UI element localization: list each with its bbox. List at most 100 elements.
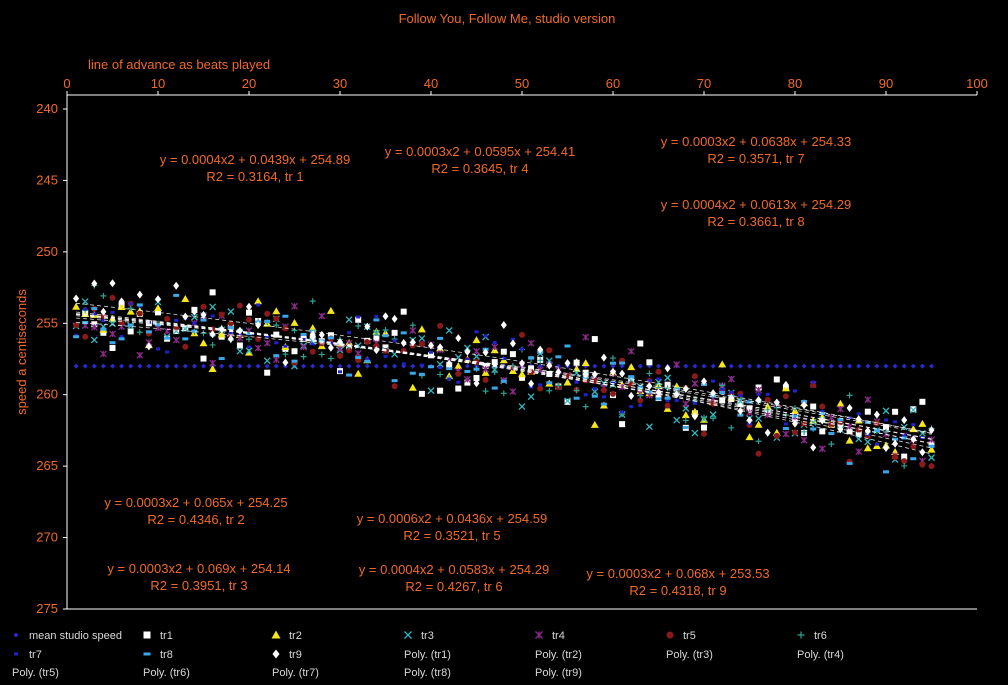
data-point [382,344,389,351]
legend-marker [14,652,18,656]
data-point [173,293,180,297]
data-point [884,418,888,422]
legend-label: Poly. (tr3) [666,649,713,661]
data-point [109,330,116,338]
legend-marker [535,631,543,639]
data-point [419,363,424,367]
data-point [646,370,653,377]
data-point [765,363,771,369]
data-point [737,400,744,407]
data-point [581,359,590,367]
data-point [500,320,507,329]
data-point [356,315,361,319]
data-point [355,316,362,323]
data-point [227,326,234,330]
data-point [600,402,607,406]
legend-marker [271,630,281,639]
data-point [227,320,234,327]
data-point [345,316,353,324]
data-point [464,363,470,369]
data-point [528,356,535,360]
data-point [437,322,444,329]
data-point [538,383,543,387]
data-point [509,388,517,396]
data-point [128,363,134,369]
data-point [755,386,763,394]
data-point [628,375,635,379]
data-point [236,347,244,355]
legend-item: Poly. (tr7) [272,667,319,679]
data-point [500,390,507,397]
data-point [154,304,162,312]
data-point [408,383,417,391]
data-point [864,408,871,415]
data-point [201,363,206,369]
data-point [181,295,190,303]
data-point [673,361,681,369]
data-point [73,335,80,339]
data-point [864,396,872,404]
legend-label: Poly. (tr9) [535,667,582,679]
data-point [656,363,661,369]
data-point [200,355,207,362]
data-point [910,363,916,369]
data-point [218,311,225,318]
data-point [783,363,789,369]
data-point [373,318,380,322]
data-point [364,322,371,331]
data-point [365,357,370,361]
data-point [109,279,116,288]
trendline-tr7 [76,314,932,440]
data-point [646,382,653,391]
x-axis-label: line of advance as beats played [88,57,270,72]
data-point [109,341,116,345]
data-point [438,366,443,370]
axes: 0 10 20 30 40 50 60 70 80 90 100 240 245 250 255 260 265… [36,76,988,616]
data-point [537,385,544,392]
data-point [327,343,334,352]
data-point [638,403,643,407]
data-point [783,422,788,426]
data-point [409,371,416,375]
data-point [347,331,352,335]
data-point [119,363,125,369]
data-point [109,344,116,351]
data-point [354,350,362,357]
data-point [637,340,644,347]
legend-label: tr3 [421,630,434,642]
data-point [437,371,444,378]
data-point [156,347,160,351]
data-point [746,405,753,412]
data-point [909,406,917,414]
data-point [927,445,936,453]
data-point [410,363,416,369]
data-point [664,396,671,400]
data-point [873,420,880,427]
data-point [782,427,789,431]
data-point [664,374,672,382]
data-point [446,367,453,371]
data-point [836,399,845,407]
data-point [718,360,727,368]
data-point [765,392,770,396]
data-point [892,454,899,461]
data-point [537,357,544,364]
data-point [428,341,434,350]
data-point [246,302,252,311]
data-point [737,413,744,417]
data-point [136,351,144,359]
data-point [164,315,171,322]
series-tr6 [73,282,935,469]
data-point [328,341,333,345]
y-tick-label: 260 [36,387,58,402]
data-point [373,335,380,342]
legend-item: tr3 [404,630,434,642]
data-point [928,426,935,435]
r-squared-label: R2 = 0.3645, tr 4 [431,161,528,176]
data-point [637,363,643,369]
data-point [929,363,934,369]
trendline-equation: y = 0.0004x2 + 0.0583x + 254.29 [359,562,549,577]
data-point [883,428,889,435]
legend-label: mean studio speed [29,630,122,642]
